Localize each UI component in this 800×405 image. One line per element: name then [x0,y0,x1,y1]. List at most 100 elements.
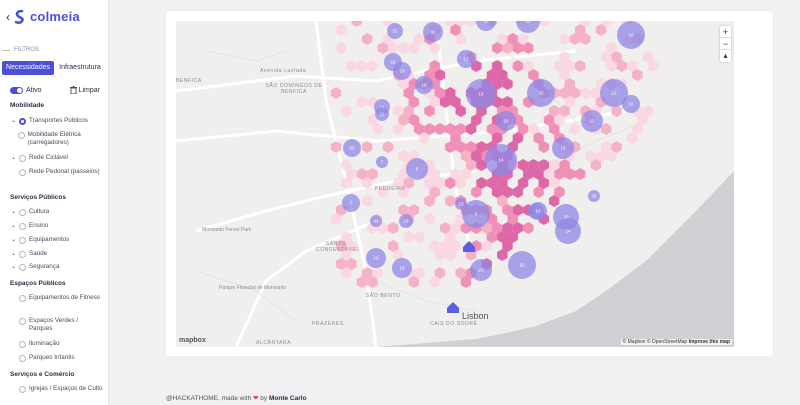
hex-cell[interactable] [367,114,378,126]
home-marker-icon[interactable] [463,241,475,252]
hex-cell[interactable] [439,240,451,252]
hex-cell[interactable] [523,42,534,54]
hex-cell[interactable] [538,159,549,171]
filter-mobilidade-eletrica[interactable]: Mobilidade Elétrica (carregadores) [11,131,107,147]
hex-cell[interactable] [455,123,466,135]
hex-cell[interactable] [491,186,503,198]
hex-cell[interactable] [647,60,659,72]
hex-cell[interactable] [486,123,498,135]
hex-cell[interactable] [632,123,643,135]
hex-cell[interactable] [486,231,498,243]
hex-cell[interactable] [408,114,420,126]
hex-cell[interactable] [450,96,461,108]
hex-cell[interactable] [502,78,513,90]
hex-cell[interactable] [330,213,342,225]
cluster-marker[interactable]: 16 [496,111,516,131]
hex-cell[interactable] [517,159,529,171]
hex-cell[interactable] [559,51,570,63]
hex-cell[interactable] [564,96,575,108]
hex-cell[interactable] [606,60,617,72]
filter-equipamentos[interactable]: ⌄ Equipamentos [11,236,70,244]
hex-cell[interactable] [611,51,622,63]
hex-cell[interactable] [346,240,357,252]
hex-cell[interactable] [429,168,440,180]
hex-cell[interactable] [424,195,435,207]
hex-cell[interactable] [502,222,513,234]
hex-cell[interactable] [434,87,446,99]
cluster-marker[interactable]: 10 [622,95,640,113]
hex-cell[interactable] [398,42,409,54]
hex-cell[interactable] [554,114,565,126]
hex-cell[interactable] [554,186,565,198]
cluster-marker[interactable]: 16 [617,21,645,49]
cluster-marker[interactable]: 14 [555,218,581,244]
hex-cell[interactable] [559,33,570,45]
hex-cell[interactable] [507,33,518,45]
hex-cell[interactable] [549,195,560,207]
cluster-marker[interactable]: 63 [343,139,361,157]
hex-cell[interactable] [445,195,456,207]
hex-cell[interactable] [445,177,456,189]
hex-cell[interactable] [419,132,430,144]
hex-cell[interactable] [413,267,425,279]
hex-cell[interactable] [497,249,508,261]
hex-cell[interactable] [336,240,347,252]
hex-cell[interactable] [569,87,581,99]
filter-transportes-publicos[interactable]: ⌄ Transportes Públicos [11,117,88,125]
cluster-marker[interactable]: 23 [455,198,467,210]
cluster-marker[interactable]: 7 [376,156,388,168]
hex-cell[interactable] [611,105,622,117]
cluster-marker[interactable]: 13 [457,50,475,68]
hex-cell[interactable] [372,123,383,135]
cluster-marker[interactable]: 92 [508,251,536,279]
hex-cell[interactable] [606,42,617,54]
filter-saude[interactable]: ⌄ Saúde [11,250,48,258]
hex-cell[interactable] [377,186,388,198]
hex-cell[interactable] [491,222,503,234]
cluster-marker[interactable]: 32 [527,79,555,107]
radio[interactable] [18,317,26,325]
cluster-marker[interactable]: 13 [366,248,386,268]
hex-cell[interactable] [491,60,503,72]
map-canvas[interactable]: 3131166889133212121016141816191311631416… [176,21,734,347]
hex-cell[interactable] [543,114,555,126]
hex-cell[interactable] [543,168,555,180]
hex-cell[interactable] [549,177,560,189]
cluster-marker[interactable]: 18 [399,214,413,228]
hex-cell[interactable] [367,168,378,180]
hex-cell[interactable] [590,159,601,171]
hex-cell[interactable] [356,168,368,180]
hex-cell[interactable] [356,96,368,108]
chevron-down-icon[interactable]: ⌄ [11,264,17,270]
hex-cell[interactable] [445,231,456,243]
hex-cell[interactable] [413,231,425,243]
filter-rede-ciclavel[interactable]: ⌄ Rede Ciclável [11,154,68,162]
chevron-down-icon[interactable]: ⌄ [11,251,17,257]
hex-cell[interactable] [564,168,575,180]
hex-cell[interactable] [502,96,513,108]
hex-cell[interactable] [372,267,383,279]
radio-checked[interactable] [19,117,26,125]
hex-cell[interactable] [346,60,357,72]
cluster-marker[interactable]: 16 [392,258,412,278]
hex-cell[interactable] [408,276,420,288]
hex-cell[interactable] [424,123,435,135]
cluster-marker[interactable]: 5 [406,158,428,180]
hex-cell[interactable] [601,123,612,135]
hex-cell[interactable] [523,60,534,72]
hex-cell[interactable] [434,267,446,279]
hex-cell[interactable] [502,42,513,54]
hex-cell[interactable] [341,159,352,171]
hex-cell[interactable] [429,186,440,198]
hex-cell[interactable] [408,42,420,54]
hex-cell[interactable] [502,204,513,216]
hex-cell[interactable] [413,123,425,135]
hex-cell[interactable] [398,168,409,180]
hex-cell[interactable] [455,33,466,45]
back-icon[interactable]: ‹ [6,9,10,24]
hex-cell[interactable] [455,141,466,153]
active-toggle[interactable] [10,86,23,94]
zoom-out-button[interactable]: − [720,38,731,50]
radio[interactable] [19,154,26,162]
hex-cell[interactable] [497,231,508,243]
